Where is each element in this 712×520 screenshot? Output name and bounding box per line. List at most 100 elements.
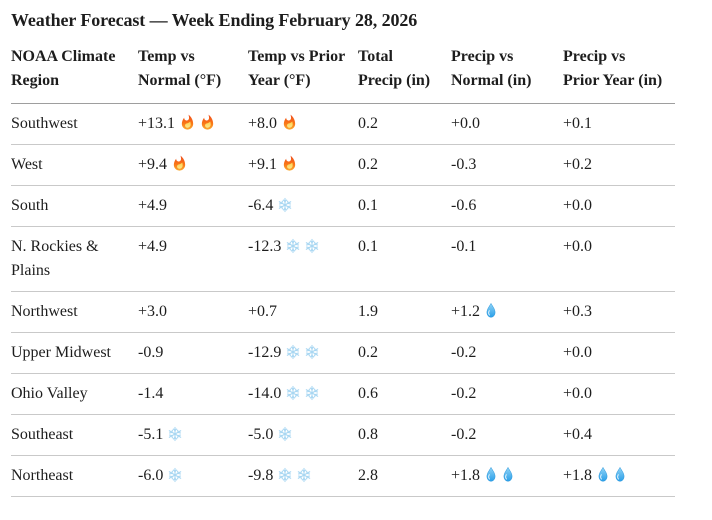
- page-title: Weather Forecast — Week Ending February …: [11, 10, 418, 30]
- snowflake-icon: [167, 426, 183, 442]
- table-row: West +9.4 +9.1 0.2 -0.3 +0.2: [11, 144, 675, 186]
- snowflake-icon: [277, 197, 293, 213]
- cell-value: -6.4: [248, 197, 274, 214]
- table-row: Upper Midwest -0.9 -12.9 0.2 -0.2 +0.0: [11, 332, 675, 374]
- cell-value: +0.0: [563, 385, 593, 402]
- cell-value: -5.0: [248, 426, 274, 443]
- table-row: N. Rockies & Plains +4.9 -12.3 0.1 -0.1 …: [11, 226, 675, 292]
- cell-value: +9.1: [248, 156, 278, 173]
- precip-vs-prior-year-cell: +0.3: [563, 291, 675, 333]
- region-cell: N. Rockies & Plains: [11, 226, 138, 292]
- cell-value: -9.8: [248, 467, 274, 484]
- cell-value: +0.0: [563, 238, 593, 255]
- total-precip-cell: 0.6: [358, 373, 451, 415]
- column-header: Temp vs Normal (°F): [138, 45, 248, 104]
- column-header-line: Normal (°F): [138, 72, 222, 89]
- cell-value: +0.0: [563, 197, 593, 214]
- fire-icon: [171, 155, 188, 172]
- column-header-line: Prior Year (in): [563, 72, 663, 89]
- column-header-line: Total: [358, 48, 393, 65]
- column-header-line: Temp vs Prior: [248, 48, 346, 65]
- cell-value: +0.0: [451, 115, 481, 132]
- droplet-icon: [484, 302, 498, 319]
- column-header-line: Precip vs: [451, 48, 514, 65]
- precip-vs-normal-cell: -0.2: [451, 373, 563, 415]
- temp-vs-normal-cell: -6.0: [138, 455, 248, 497]
- column-header: Temp vs Prior Year (°F): [248, 45, 358, 104]
- temp-vs-prior-year-cell: +8.0: [248, 103, 358, 145]
- temp-vs-prior-year-cell: -6.4: [248, 185, 358, 227]
- total-precip-cell: 0.2: [358, 332, 451, 374]
- cell-value: +0.2: [563, 156, 593, 173]
- cell-value: -5.1: [138, 426, 164, 443]
- precip-vs-prior-year-cell: +0.1: [563, 103, 675, 145]
- cell-value: +0.7: [248, 303, 278, 320]
- cell-value: -12.9: [248, 344, 282, 361]
- precip-vs-normal-cell: -0.1: [451, 226, 563, 292]
- weather-forecast-page: Weather Forecast — Week Ending February …: [11, 10, 675, 497]
- total-precip-cell: 1.9: [358, 291, 451, 333]
- total-precip-cell: 0.2: [358, 103, 451, 145]
- temp-vs-normal-cell: +4.9: [138, 185, 248, 227]
- column-header-line: Normal (in): [451, 72, 532, 89]
- header-row: NOAA Climate Region Temp vs Normal (°F) Temp…: [11, 45, 675, 104]
- region-cell: South: [11, 185, 138, 227]
- temp-vs-prior-year-cell: -12.3: [248, 226, 358, 292]
- table-row: Southeast -5.1 -5.0 0.8 -0.2 +0.4: [11, 414, 675, 456]
- cell-value: 0.1: [358, 197, 378, 214]
- cell-value: 0.2: [358, 156, 378, 173]
- snowflake-icon: [304, 385, 320, 401]
- region-cell: Southeast: [11, 414, 138, 456]
- region-cell: West: [11, 144, 138, 186]
- snowflake-icon: [285, 385, 301, 401]
- snowflake-icon: [277, 467, 293, 483]
- snowflake-icon: [285, 238, 301, 254]
- precip-vs-normal-cell: +0.0: [451, 103, 563, 145]
- precip-vs-normal-cell: -0.2: [451, 332, 563, 374]
- total-precip-cell: 2.8: [358, 455, 451, 497]
- fire-icon: [281, 155, 298, 172]
- table-row: Southwest +13.1 +8.0 0.2 +0.0 +0.1: [11, 103, 675, 145]
- cell-value: +4.9: [138, 238, 168, 255]
- droplet-icon: [613, 466, 627, 483]
- forecast-table: NOAA Climate Region Temp vs Normal (°F) Temp…: [11, 45, 675, 497]
- snowflake-icon: [296, 467, 312, 483]
- cell-value: -6.0: [138, 467, 164, 484]
- cell-value: -0.2: [451, 426, 477, 443]
- precip-vs-prior-year-cell: +0.0: [563, 226, 675, 292]
- cell-value: 0.6: [358, 385, 378, 402]
- cell-value: -0.2: [451, 344, 477, 361]
- temp-vs-normal-cell: -5.1: [138, 414, 248, 456]
- cell-value: +0.1: [563, 115, 593, 132]
- column-header: Precip vs Normal (in): [451, 45, 563, 104]
- temp-vs-prior-year-cell: -5.0: [248, 414, 358, 456]
- cell-value: +1.8: [563, 467, 593, 484]
- cell-value: +13.1: [138, 115, 176, 132]
- column-header-line: Precip vs: [563, 48, 626, 65]
- total-precip-cell: 0.1: [358, 226, 451, 292]
- temp-vs-normal-cell: -0.9: [138, 332, 248, 374]
- snowflake-icon: [277, 426, 293, 442]
- precip-vs-prior-year-cell: +0.2: [563, 144, 675, 186]
- precip-vs-prior-year-cell: +0.0: [563, 185, 675, 227]
- cell-value: 1.9: [358, 303, 378, 320]
- region-cell: Northeast: [11, 455, 138, 497]
- cell-value: -12.3: [248, 238, 282, 255]
- temp-vs-prior-year-cell: -14.0: [248, 373, 358, 415]
- precip-vs-prior-year-cell: +0.4: [563, 414, 675, 456]
- droplet-icon: [596, 466, 610, 483]
- droplet-icon: [484, 466, 498, 483]
- precip-vs-normal-cell: +1.8: [451, 455, 563, 497]
- region-cell: Upper Midwest: [11, 332, 138, 374]
- cell-value: -14.0: [248, 385, 282, 402]
- cell-value: -0.6: [451, 197, 477, 214]
- temp-vs-prior-year-cell: +0.7: [248, 291, 358, 333]
- cell-value: -0.9: [138, 344, 164, 361]
- table-row: Northwest +3.0 +0.7 1.9 +1.2 +0.3: [11, 291, 675, 333]
- precip-vs-normal-cell: -0.3: [451, 144, 563, 186]
- cell-value: 0.2: [358, 115, 378, 132]
- precip-vs-normal-cell: -0.2: [451, 414, 563, 456]
- column-header: NOAA Climate Region: [11, 45, 138, 104]
- fire-icon: [179, 114, 196, 131]
- cell-value: 2.8: [358, 467, 378, 484]
